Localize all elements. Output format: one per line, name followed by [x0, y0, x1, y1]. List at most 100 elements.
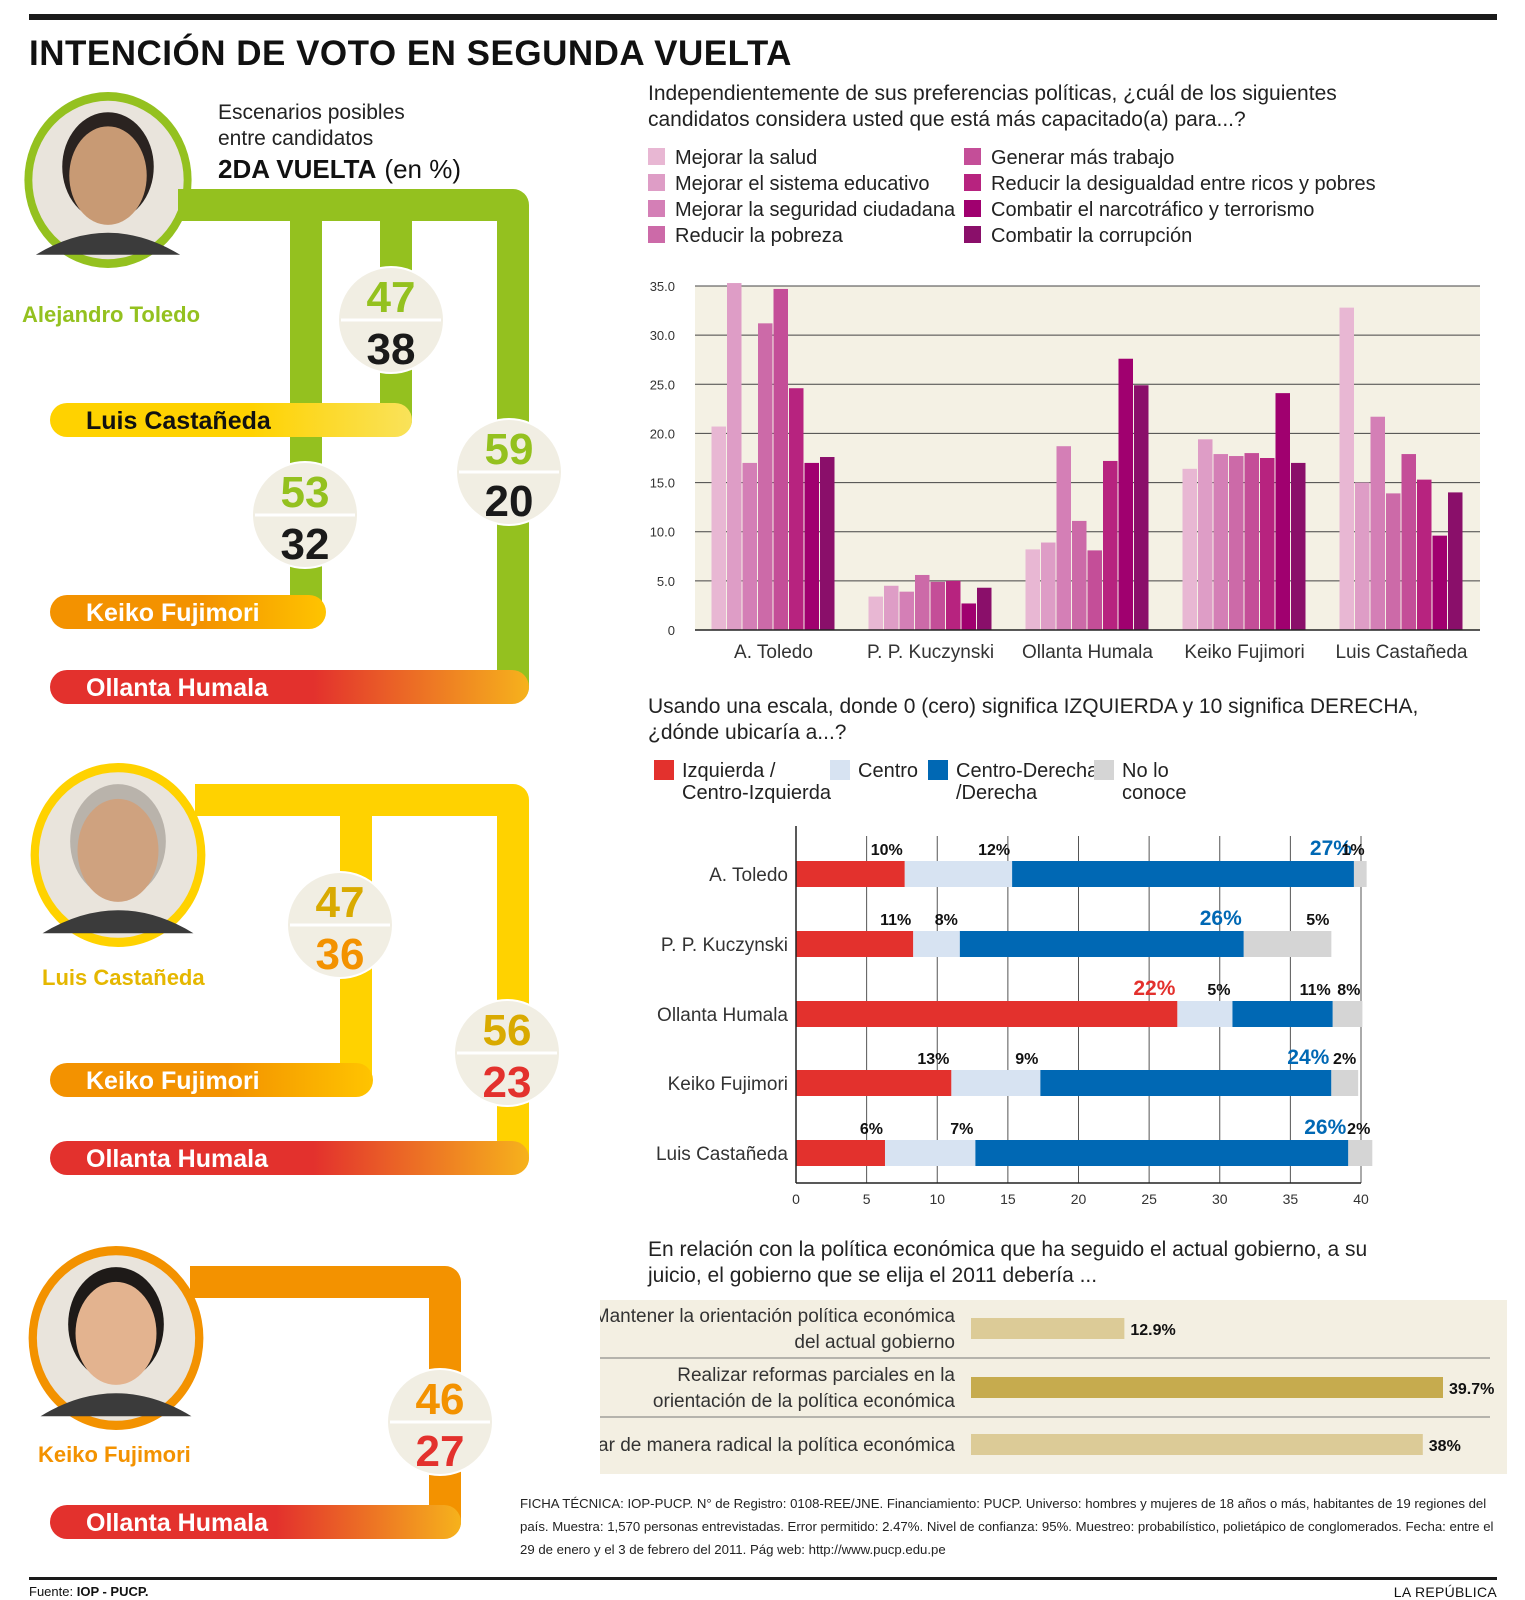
chart1-bar [1260, 458, 1275, 630]
chart2-category: Ollanta Humala [657, 1005, 788, 1026]
candidate-score: 53 [281, 468, 330, 517]
chart2-legend-label: Centro-Derecha [956, 760, 1099, 782]
chart2-segment [959, 931, 1244, 957]
chart2-title: Usando una escala, donde 0 (cero) signif… [648, 695, 1418, 744]
chart2-data-label: 7% [950, 1121, 973, 1138]
chart1-bar [1198, 439, 1213, 630]
chart1-legend-swatch [648, 174, 665, 191]
chart3-data-label: 39.7% [1449, 1381, 1494, 1398]
chart2-data-label: 2% [1333, 1051, 1356, 1068]
candidate-score: 47 [367, 273, 416, 322]
chart3-title: En relación con la política económica qu… [647, 1238, 1367, 1287]
chart1-bar [804, 462, 819, 630]
chart2-data-label: 24% [1287, 1046, 1329, 1069]
chart2-segment [1012, 861, 1354, 887]
chart1-title: Independientemente de sus preferencias p… [648, 82, 1337, 131]
rival-name: Keiko Fujimori [86, 1067, 260, 1095]
chart2-segment [796, 861, 905, 887]
chart1-bar [1072, 520, 1087, 630]
chart3-category: del actual gobierno [794, 1332, 955, 1353]
scenarios-heading-bold: 2DA VUELTA [218, 154, 377, 184]
chart2-category: Keiko Fujimori [668, 1074, 788, 1095]
chart2-segment [975, 1140, 1349, 1166]
portrait-face [69, 126, 147, 225]
chart1-bar [1386, 493, 1401, 630]
rival-score: 20 [485, 477, 534, 526]
chart2-segment [796, 931, 914, 957]
chart1-legend-label: Mejorar el sistema educativo [675, 173, 930, 195]
chart1-bar [727, 283, 742, 630]
chart2-legend-swatch [928, 760, 948, 780]
chart1-legend-label: Reducir la desigualdad entre ricos y pob… [991, 173, 1376, 195]
chart2-data-label: 2% [1347, 1121, 1370, 1138]
chart2-segment [951, 1070, 1041, 1096]
chart1-legend-swatch [964, 174, 981, 191]
chart1-bar [1041, 542, 1056, 630]
chart1-bar [711, 426, 726, 630]
chart1-bar [1229, 456, 1244, 630]
chart1-bar [1056, 446, 1071, 630]
chart1-ytick: 35.0 [650, 279, 675, 294]
chart2-segment [1243, 931, 1332, 957]
chart2-segment [1353, 861, 1367, 887]
chart2-title-line: Usando una escala, donde 0 (cero) signif… [648, 695, 1418, 718]
rival-name: Luis Castañeda [86, 407, 272, 435]
chart1-bar [1087, 550, 1102, 630]
chart3-bar [971, 1434, 1423, 1455]
chart1-legend-swatch [964, 226, 981, 243]
rival-score: 27 [416, 1427, 465, 1476]
chart1-title-line: candidatos considera usted que está más … [648, 108, 1246, 131]
rival-bar [50, 1141, 529, 1175]
scenarios-heading-line2: entre candidatos [218, 127, 373, 150]
chart1-ytick: 10.0 [650, 525, 675, 540]
chart3-category: Mantener la orientación política económi… [600, 1306, 955, 1327]
candidate-score: 46 [416, 1375, 465, 1424]
candidate-name: Alejandro Toledo [22, 302, 200, 327]
scenarios-heading-line1: Escenarios posibles [218, 101, 405, 124]
chart3-category: orientación de la política económica [653, 1391, 956, 1412]
chart1-bar [1118, 358, 1133, 630]
chart2-segment [1331, 1070, 1359, 1096]
chart2-segment [904, 861, 1013, 887]
chart2-data-label: 13% [917, 1051, 949, 1068]
chart1-legend-swatch [648, 200, 665, 217]
rival-bar [50, 1063, 373, 1097]
chart2-segment [1348, 1140, 1373, 1166]
chart1-bar [1448, 492, 1463, 630]
chart1-bar [899, 591, 914, 630]
chart1-title-line: Independientemente de sus preferencias p… [648, 82, 1337, 105]
chart1-bar [1213, 454, 1228, 630]
chart2-legend-label: /Derecha [956, 782, 1038, 804]
chart2-category: A. Toledo [709, 865, 788, 886]
charts-panel: Independientemente de sus preferencias p… [600, 82, 1507, 1474]
chart1-category: Ollanta Humala [1022, 642, 1153, 663]
candidate-name: Luis Castañeda [42, 965, 205, 990]
chart2-xtick: 35 [1283, 1191, 1299, 1207]
chart1-legend-label: Combatir el narcotráfico y terrorismo [991, 199, 1314, 221]
chart1-category: Keiko Fujimori [1184, 642, 1304, 663]
chart1-legend-label: Combatir la corrupción [991, 225, 1192, 247]
chart2-legend-label: No lo [1122, 760, 1169, 782]
chart1-ytick: 25.0 [650, 377, 675, 392]
portrait-shoulders [42, 910, 194, 934]
chart1-bar [961, 603, 976, 630]
chart2-segment [796, 1140, 885, 1166]
chart1-ytick: 5.0 [657, 574, 675, 589]
rival-score: 23 [483, 1058, 532, 1107]
chart2-legend-swatch [830, 760, 850, 780]
portrait-face [77, 798, 159, 902]
chart2-segment [1177, 1001, 1233, 1027]
chart2-data-label: 10% [871, 842, 903, 859]
chart1-ytick: 20.0 [650, 426, 675, 441]
chart2-data-label: 12% [978, 842, 1010, 859]
chart2-segment [796, 1001, 1178, 1027]
top-rule [29, 14, 1497, 20]
chart2-xtick: 15 [1000, 1191, 1016, 1207]
chart1-bar [1417, 479, 1432, 630]
scenario-tree: Escenarios posibles entre candidatos 2DA V… [22, 92, 563, 1539]
chart1-bar [1275, 393, 1290, 630]
chart1-bar [1291, 462, 1306, 630]
chart1-ytick: 30.0 [650, 328, 675, 343]
chart1-bar [758, 323, 773, 630]
rival-score: 38 [367, 325, 416, 374]
